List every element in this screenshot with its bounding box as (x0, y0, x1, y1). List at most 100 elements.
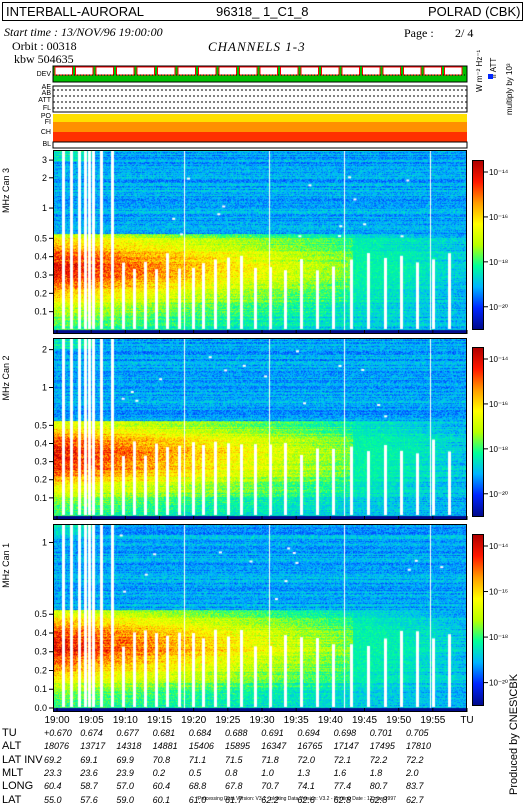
dev-cell (54, 66, 73, 76)
kbw-value: kbw 504635 (14, 52, 74, 66)
ephemeris-value: 0.705 (406, 728, 429, 738)
y-axis-label: MHz Can 3 (1, 168, 11, 213)
y-tick-label: 0.1 (34, 307, 47, 317)
status-label: FL (43, 105, 51, 112)
time-tick-label: 19:15 (147, 715, 172, 726)
time-tick-label: 19:20 (181, 715, 206, 726)
time-tick-label: 19:00 (44, 715, 69, 726)
ephemeris-value: 83.7 (406, 781, 424, 791)
time-tick-label: 19:30 (249, 715, 274, 726)
y-tick-label: 0.5 (34, 420, 47, 430)
ephemeris-row-label: LAT INV (2, 754, 43, 766)
ephemeris-value: 17147 (333, 741, 359, 751)
ephemeris-value: 1.0 (261, 768, 274, 778)
y-axis-label: MHz Can 2 (1, 356, 11, 401)
y-tick-label: 2 (42, 345, 47, 355)
ephemeris-value: 72.2 (406, 755, 424, 765)
ephemeris-value: 69.2 (44, 755, 62, 765)
ephemeris-value: 62.8 (369, 795, 388, 805)
dev-cell (280, 66, 299, 76)
ephemeris-value: 0.684 (188, 728, 212, 738)
ephemeris-value: 15895 (225, 741, 251, 751)
dev-cell (403, 66, 422, 76)
time-tick-label: 19:05 (79, 715, 104, 726)
ephemeris-value: 67.8 (225, 781, 243, 791)
ephemeris-value: 61.0 (188, 795, 207, 805)
ephemeris-row-label: ALT (2, 740, 22, 752)
po-band (53, 114, 467, 122)
time-tick-label: 19:50 (386, 715, 411, 726)
dev-cell (444, 66, 463, 76)
ephemeris-value: 0.8 (225, 768, 238, 778)
y-tick-label: 0.4 (34, 628, 47, 638)
att-marker (488, 74, 493, 79)
y-tick-label: 0.3 (34, 647, 47, 657)
spectrogram-can2 (54, 339, 466, 519)
status-label: AE (42, 84, 52, 91)
y-tick-label: 0.2 (34, 475, 47, 485)
ephemeris-value: 70.7 (261, 781, 279, 791)
y-tick-label: 1 (42, 382, 47, 392)
ephemeris-value: 0.681 (152, 728, 176, 738)
ephemeris-value: 62.6 (297, 795, 315, 805)
colorbar-can3 (472, 160, 484, 330)
ephemeris-row-label: LAT (2, 794, 22, 806)
colorbar-can2 (472, 347, 484, 517)
ephemeris-value: 14881 (152, 741, 178, 751)
ephemeris-value: 0.674 (80, 728, 103, 738)
ephemeris-value: 55.0 (44, 795, 62, 805)
y-tick-label: 1 (42, 203, 47, 213)
ephemeris-value: 71.5 (225, 755, 243, 765)
status-label: BL (42, 141, 51, 148)
ephemeris-value: 72.2 (369, 755, 388, 765)
y-tick-label: 0.5 (34, 233, 47, 243)
ephemeris-value: 23.3 (44, 768, 62, 778)
ephemeris-value: 16765 (297, 741, 323, 751)
colorbar-tick-label: 10⁻²⁰ (489, 490, 508, 499)
ephemeris-value: 60.4 (152, 781, 171, 791)
ephemeris-value: 68.8 (188, 781, 207, 791)
ephemeris-value: 0.691 (261, 728, 284, 738)
dev-cell (177, 66, 196, 76)
header-bar (2, 2, 523, 21)
y-tick-label: 0.2 (34, 665, 47, 675)
time-tick-label: 19:45 (352, 715, 377, 726)
ephemeris-value: 72.1 (333, 755, 352, 765)
time-tick-label: 19:10 (113, 715, 138, 726)
bl-band (52, 141, 468, 149)
colorbar-tick-label: 10⁻¹⁸ (489, 445, 508, 454)
ephemeris-value: 77.4 (333, 781, 352, 791)
status-label: CH (41, 129, 51, 136)
dev-cell (136, 66, 155, 76)
y-tick-label: 0.5 (34, 609, 47, 619)
ephemeris-value: 17495 (369, 741, 395, 751)
y-tick-label: 0.1 (34, 493, 47, 503)
ephemeris-value: 0.2 (152, 768, 166, 778)
ephemeris-value: 62.8 (333, 795, 352, 805)
colorbar-tick-label: 10⁻¹⁴ (489, 168, 509, 177)
y-tick-label: 3 (42, 155, 47, 165)
ephemeris-value: 0.688 (225, 728, 248, 738)
colorbar-tick-label: 10⁻¹⁴ (489, 542, 509, 551)
colorbar-tick-label: 10⁻²⁰ (489, 679, 508, 688)
mission-title: INTERBALL-AURORAL (6, 4, 144, 19)
ephemeris-value: 80.7 (369, 781, 388, 791)
spectrogram-can3 (54, 151, 466, 333)
ephemeris-value: 13717 (80, 741, 106, 751)
status-label: ATT (38, 97, 51, 104)
status-label: DEV (37, 71, 52, 78)
page-label: Page : (404, 26, 434, 40)
colorbar-tick-label: 10⁻¹⁶ (489, 588, 508, 597)
ephemeris-value: 62.2 (261, 795, 279, 805)
spectrogram-panel-can3 (53, 150, 467, 334)
colorbar-tick-label: 10⁻¹⁸ (489, 258, 508, 267)
dev-cell (382, 66, 401, 76)
spectrogram-panel-can2 (53, 338, 467, 520)
time-tick-label: 19:40 (318, 715, 343, 726)
ephemeris-row-label: LONG (2, 780, 34, 792)
ephemeris-value: 71.1 (188, 755, 207, 765)
y-tick-label: 0.2 (34, 288, 47, 298)
